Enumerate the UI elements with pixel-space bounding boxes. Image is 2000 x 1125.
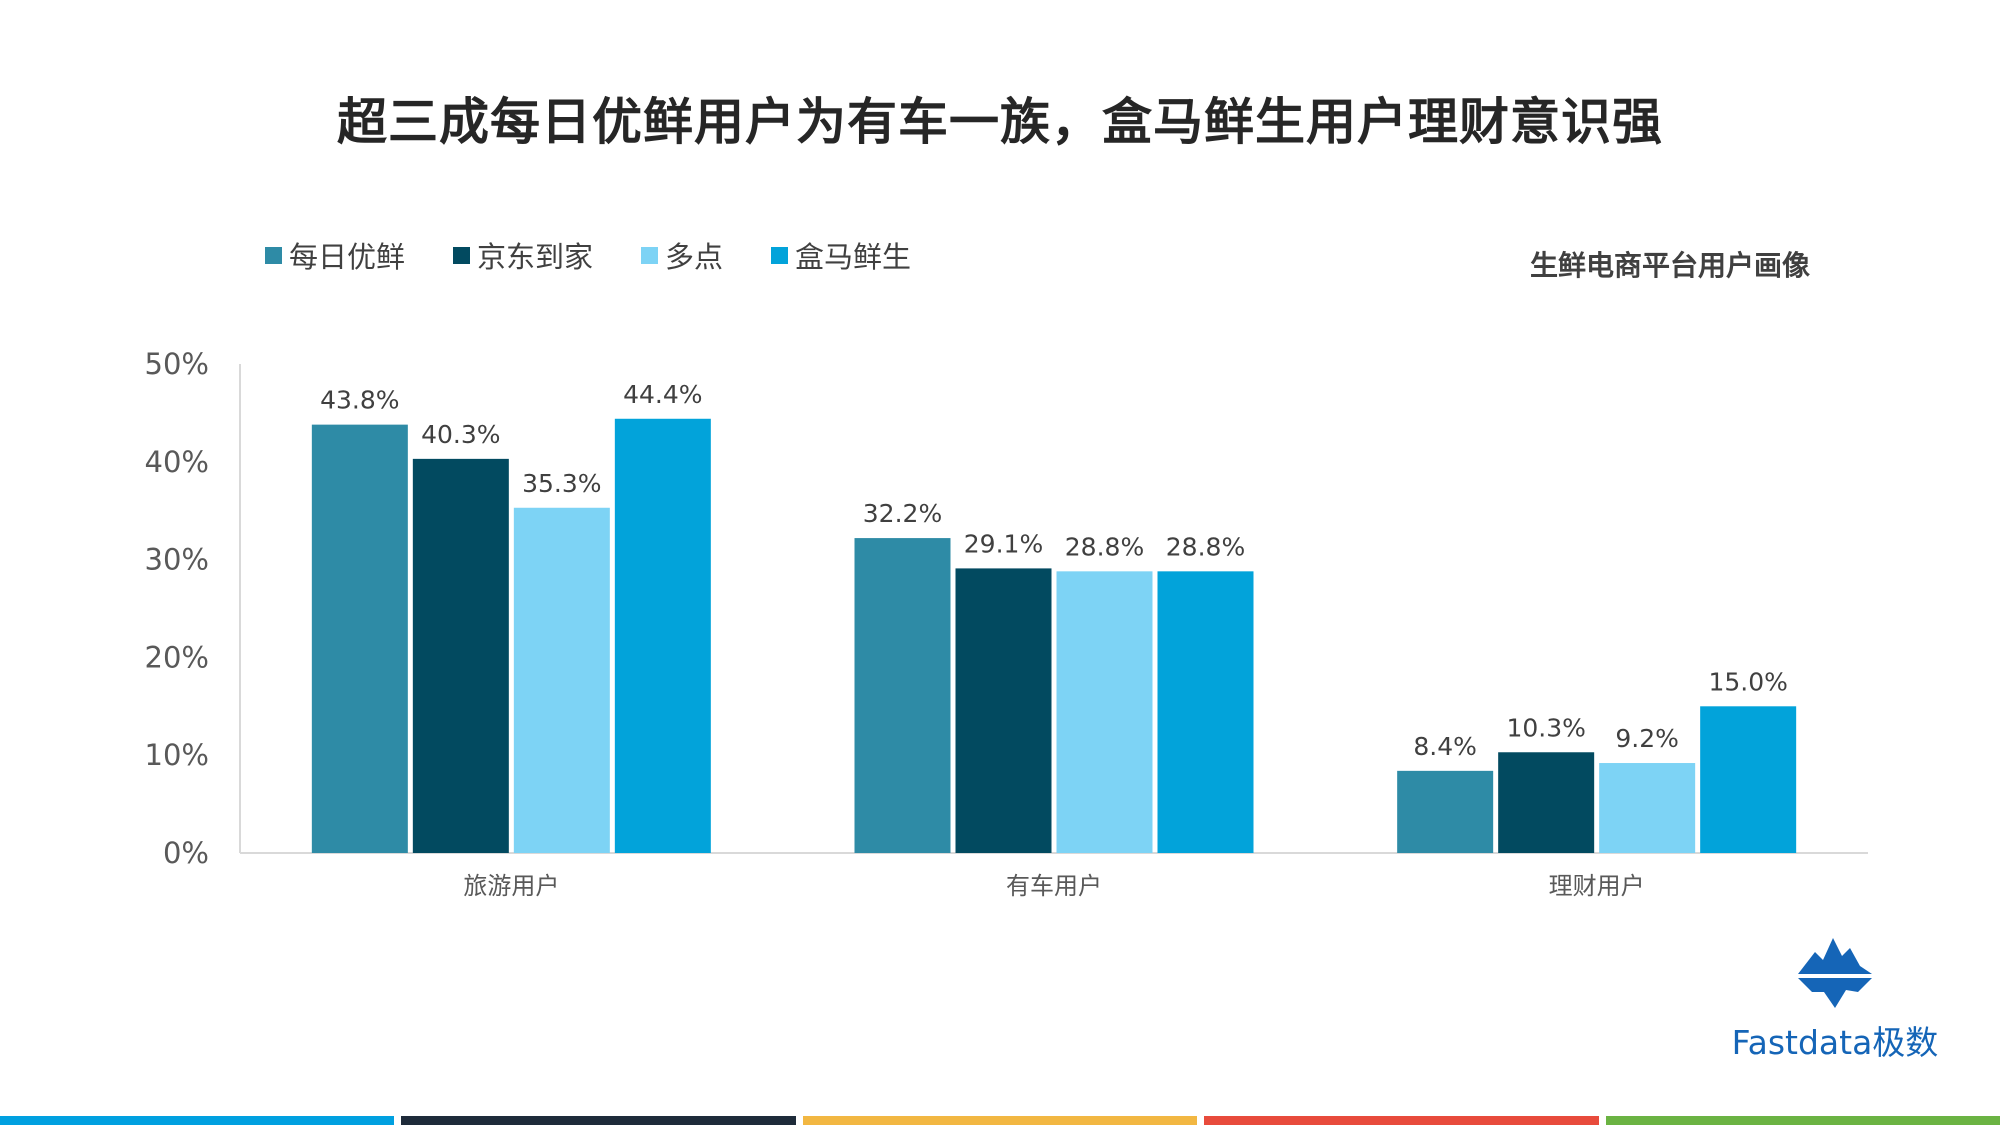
- x-tick-label: 理财用户: [1549, 872, 1645, 900]
- bar: [513, 507, 610, 853]
- legend-item: 多点: [641, 234, 723, 276]
- y-tick-label: 30%: [145, 543, 209, 577]
- data-label: 8.4%: [1413, 732, 1477, 761]
- legend-label: 京东到家: [477, 240, 594, 274]
- iceberg-logo-icon: [1794, 938, 1876, 1008]
- bar: [1599, 763, 1696, 853]
- page-title: 超三成每日优鲜用户为有车一族，盒马鲜生用户理财意识强: [337, 93, 1663, 151]
- data-label: 9.2%: [1615, 724, 1679, 753]
- legend-item: 每日优鲜: [265, 234, 405, 276]
- bar: [412, 458, 509, 853]
- chart-subtitle: 生鲜电商平台用户画像: [1529, 249, 1810, 282]
- data-label: 44.4%: [623, 380, 702, 409]
- data-label: 15.0%: [1708, 667, 1787, 696]
- y-tick-label: 10%: [145, 738, 209, 772]
- data-label: 40.3%: [421, 420, 500, 449]
- footer-color-segment: [802, 1116, 1198, 1125]
- bar: [1157, 571, 1254, 853]
- bar: [1498, 752, 1595, 853]
- chart-legend: 每日优鲜 京东到家 多点 盒马鲜生: [265, 235, 959, 275]
- bar: [1056, 571, 1153, 853]
- data-label: 10.3%: [1506, 713, 1585, 742]
- data-label: 29.1%: [964, 529, 1043, 558]
- bar: [854, 538, 951, 853]
- x-tick-label: 有车用户: [1006, 872, 1102, 900]
- bar: [955, 568, 1052, 853]
- y-tick-label: 50%: [145, 347, 209, 381]
- legend-item: 盒马鲜生: [771, 234, 911, 276]
- bar: [1700, 706, 1797, 853]
- x-tick-label: 旅游用户: [463, 872, 559, 900]
- data-label: 28.8%: [1065, 532, 1144, 561]
- brand-name: Fastdata极数: [1731, 1023, 1939, 1062]
- legend-swatch: [771, 246, 789, 264]
- footer-color-segment: [0, 1116, 395, 1125]
- y-tick-label: 0%: [163, 836, 209, 870]
- footer-color-segment: [1204, 1116, 1599, 1125]
- data-label: 35.3%: [522, 469, 601, 498]
- legend-item: 京东到家: [453, 234, 593, 276]
- legend-label: 每日优鲜: [289, 240, 406, 274]
- legend-swatch: [453, 246, 471, 264]
- legend-swatch: [265, 246, 282, 264]
- data-label: 32.2%: [863, 499, 942, 528]
- footer-color-segment: [1605, 1116, 2000, 1125]
- legend-swatch: [641, 246, 659, 264]
- bar: [311, 424, 408, 853]
- bar: [1397, 770, 1494, 853]
- bar: [614, 418, 711, 853]
- data-label: 28.8%: [1166, 532, 1245, 561]
- y-tick-label: 20%: [145, 640, 209, 674]
- footer-color-bars: [0, 1116, 2000, 1125]
- data-label: 43.8%: [320, 386, 399, 415]
- brand-logo: Fastdata极数: [1720, 930, 1950, 1062]
- y-tick-label: 40%: [145, 445, 209, 479]
- footer-color-segment: [401, 1116, 796, 1125]
- legend-label: 盒马鲜生: [795, 240, 912, 274]
- legend-label: 多点: [665, 240, 724, 274]
